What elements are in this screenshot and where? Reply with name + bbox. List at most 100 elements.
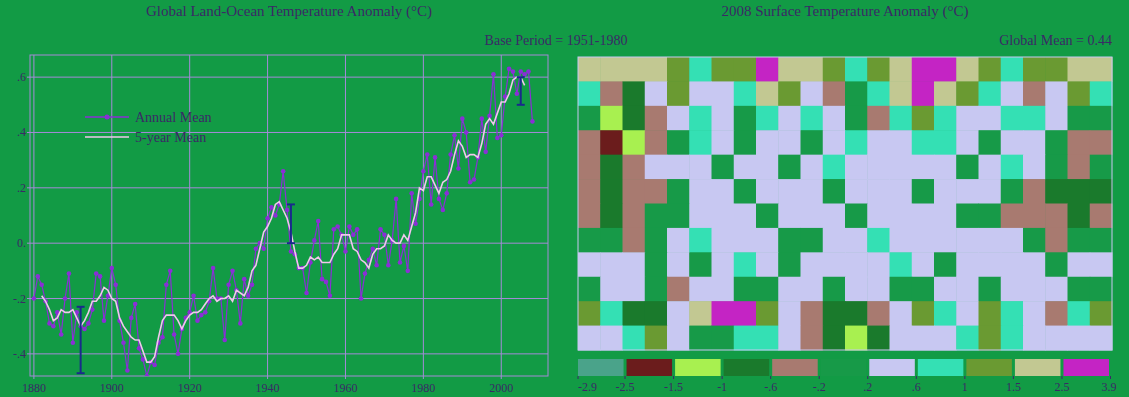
series-marker xyxy=(59,332,64,337)
map-cell xyxy=(956,155,979,180)
series-marker xyxy=(507,67,512,72)
map-cell xyxy=(1045,106,1068,131)
colorbar-tick xyxy=(964,376,965,379)
map-cell xyxy=(801,155,824,180)
series-line xyxy=(42,77,525,362)
colorbar-tick xyxy=(819,376,820,379)
series-marker xyxy=(499,133,504,138)
map-cell xyxy=(645,57,668,82)
map-cell xyxy=(1001,106,1024,131)
colorbar-tick xyxy=(1061,376,1062,379)
chart-subtitle: Global Mean = 0.44 xyxy=(999,33,1112,48)
map-cell xyxy=(867,228,890,253)
map-cell xyxy=(1068,81,1091,106)
map-cell xyxy=(734,106,757,131)
series-marker xyxy=(456,166,461,171)
map-cell xyxy=(1068,326,1091,351)
series-marker xyxy=(511,69,516,74)
map-cell xyxy=(912,326,935,351)
colorbar: -2.9-2.5-1.5-1-.6-.2.2.611.52.53.9 xyxy=(578,359,1117,394)
y-grid-line xyxy=(30,77,548,78)
map-cell xyxy=(1068,179,1091,204)
map-cell xyxy=(600,155,623,180)
map-cell xyxy=(845,228,868,253)
map-cell xyxy=(645,179,668,204)
chart-title: 2008 Surface Temperature Anomaly (°C) xyxy=(721,3,968,20)
map-cell xyxy=(667,204,690,229)
series-marker xyxy=(316,219,321,224)
colorbar-tick xyxy=(916,376,917,379)
map-cell xyxy=(623,179,646,204)
legend: Annual Mean5-year Mean xyxy=(85,110,212,145)
colorbar-tick-label: 1 xyxy=(962,380,968,394)
map-cell xyxy=(645,130,668,155)
map-cell xyxy=(845,130,868,155)
error-bar-cap xyxy=(517,104,525,106)
map-cell xyxy=(956,179,979,204)
x-tick-label: 1960 xyxy=(333,381,357,395)
map-cell xyxy=(890,130,913,155)
map-cell xyxy=(667,252,690,277)
error-bar-cap xyxy=(287,203,295,205)
map-cell xyxy=(712,179,735,204)
map-cell xyxy=(801,106,824,131)
map-cell xyxy=(578,228,601,253)
map-cell xyxy=(912,179,935,204)
series-marker xyxy=(67,271,72,276)
series-marker xyxy=(261,246,266,251)
map-cell xyxy=(756,252,779,277)
x-tick-label: 1920 xyxy=(178,381,202,395)
series-marker xyxy=(250,282,255,287)
map-cell xyxy=(1023,130,1046,155)
map-cell xyxy=(623,277,646,302)
series-marker xyxy=(168,269,173,274)
map-cell xyxy=(778,228,801,253)
map-cell xyxy=(623,106,646,131)
map-cell xyxy=(979,179,1002,204)
map-cell xyxy=(712,252,735,277)
map-cell xyxy=(734,130,757,155)
map-cell xyxy=(689,204,712,229)
map-cell xyxy=(623,301,646,326)
series-marker xyxy=(402,244,407,249)
map-cell xyxy=(934,155,957,180)
series-marker xyxy=(113,282,118,287)
map-cell xyxy=(756,179,779,204)
series-marker xyxy=(331,227,336,232)
map-cell xyxy=(1001,155,1024,180)
map-cell xyxy=(600,301,623,326)
map-cell xyxy=(1068,277,1091,302)
map-cell xyxy=(689,228,712,253)
map-cell xyxy=(890,301,913,326)
map-cell xyxy=(845,204,868,229)
map-cell xyxy=(667,228,690,253)
map-cell xyxy=(890,155,913,180)
map-cell xyxy=(934,106,957,131)
series-marker xyxy=(472,177,477,182)
map-cell xyxy=(1001,277,1024,302)
map-cell xyxy=(645,277,668,302)
map-cell xyxy=(979,228,1002,253)
series-marker xyxy=(429,202,434,207)
colorbar-tick xyxy=(1110,376,1111,379)
colorbar-tick-label: .6 xyxy=(912,380,921,394)
figure: Global Land-Ocean Temperature Anomaly (°… xyxy=(0,0,1129,397)
colorbar-box xyxy=(578,359,624,376)
y-tick-label: -.2 xyxy=(13,292,26,306)
map-cell xyxy=(778,301,801,326)
map-cell xyxy=(778,81,801,106)
map-cell xyxy=(623,130,646,155)
map-cells xyxy=(578,57,1113,351)
series-marker xyxy=(63,296,68,301)
map-cell xyxy=(756,106,779,131)
map-cell xyxy=(1023,326,1046,351)
colorbar-box xyxy=(675,359,721,376)
series-marker xyxy=(265,216,270,221)
series-marker xyxy=(312,238,317,243)
map-cell xyxy=(689,155,712,180)
series-marker xyxy=(152,363,157,368)
map-cell xyxy=(667,57,690,82)
map-cell xyxy=(734,155,757,180)
y-tick-label: .4 xyxy=(17,125,26,139)
plot-data xyxy=(32,67,535,376)
